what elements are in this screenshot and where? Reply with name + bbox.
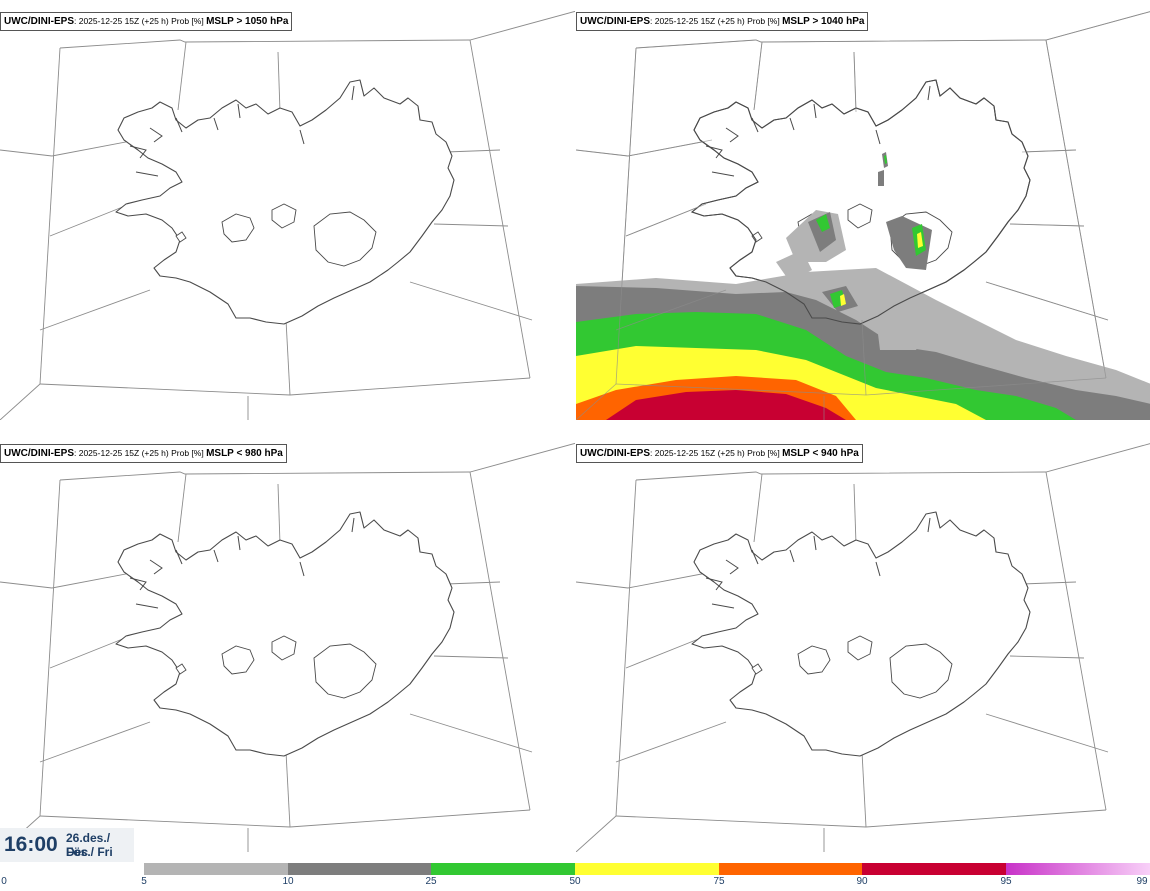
colorbar-segment xyxy=(0,863,144,875)
colorbar-tick-label: 95 xyxy=(1000,876,1012,887)
valid-time-box: 16:00 26.des./ Dec Fös./ Fri xyxy=(0,828,134,862)
colorbar-segment xyxy=(575,863,719,875)
colorbar-tick-label: 10 xyxy=(282,876,294,887)
colorbar-segment xyxy=(1006,863,1150,875)
map-panel-2: UWC/DINI-EPS: 2025-12-25 15Z (+25 h) Pro… xyxy=(576,0,1150,420)
iceland-map xyxy=(576,443,1150,852)
map-panel-4: UWC/DINI-EPS: 2025-12-25 15Z (+25 h) Pro… xyxy=(576,432,1150,852)
map-panel-3: UWC/DINI-EPS: 2025-12-25 15Z (+25 h) Pro… xyxy=(0,432,575,852)
colorbar-tick-label: 90 xyxy=(856,876,868,887)
valid-time: 16:00 xyxy=(4,833,58,856)
colorbar-segment xyxy=(862,863,1006,875)
panel-title: UWC/DINI-EPS: 2025-12-25 15Z (+25 h) Pro… xyxy=(0,12,293,31)
iceland-map xyxy=(0,10,575,420)
colorbar-tick-label: 25 xyxy=(425,876,437,887)
panel-title: UWC/DINI-EPS: 2025-12-25 15Z (+25 h) Pro… xyxy=(0,444,287,463)
colorbar-tick-label: 0 xyxy=(1,876,7,887)
colorbar-segment xyxy=(719,863,862,875)
valid-date: 26.des./ Dec xyxy=(66,831,111,859)
probability-colorbar xyxy=(0,863,1150,875)
colorbar-tick-label: 99 xyxy=(1136,876,1148,887)
iceland-map xyxy=(0,442,575,852)
colorbar-tick-label: 50 xyxy=(569,876,581,887)
iceland-map xyxy=(576,11,1150,420)
colorbar-segment xyxy=(144,863,288,875)
colorbar-segment xyxy=(288,863,431,875)
colorbar-tick-label: 75 xyxy=(713,876,725,887)
colorbar-tick-label: 5 xyxy=(141,876,147,887)
map-panel-1: UWC/DINI-EPS: 2025-12-25 15Z (+25 h) Pro… xyxy=(0,0,575,420)
valid-weekday: Fös./ Fri xyxy=(66,845,113,859)
colorbar-segment xyxy=(431,863,575,875)
panel-title: UWC/DINI-EPS: 2025-12-25 15Z (+25 h) Pro… xyxy=(576,444,863,463)
panel-title: UWC/DINI-EPS: 2025-12-25 15Z (+25 h) Pro… xyxy=(576,12,869,31)
